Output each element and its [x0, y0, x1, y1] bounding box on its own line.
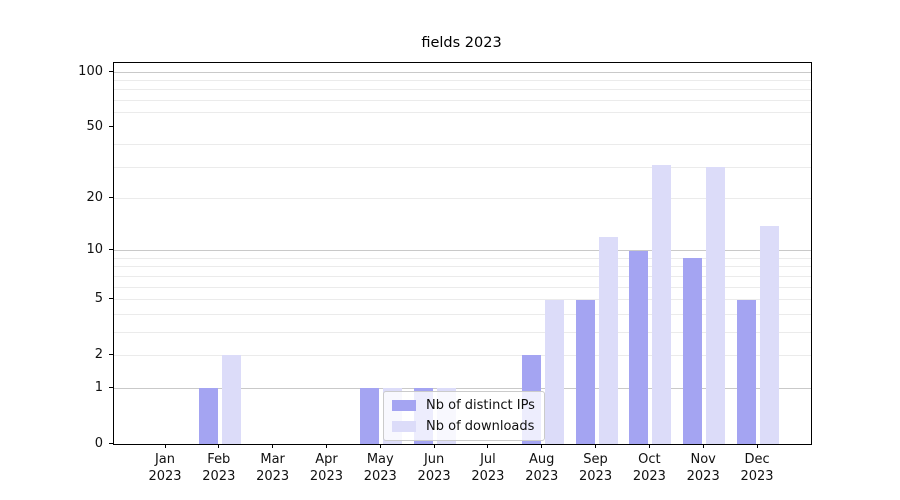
y-tick-label: 1	[94, 379, 103, 395]
minor-gridline	[114, 257, 811, 259]
y-tick-mark	[109, 353, 113, 355]
y-tick-label: 100	[78, 63, 103, 79]
y-tick-mark	[109, 386, 113, 388]
minor-gridline	[114, 112, 811, 114]
x-tick-mark	[702, 444, 704, 448]
y-tick-mark	[109, 249, 113, 251]
x-tick-label: Dec 2023	[740, 452, 774, 484]
bar-nov-distinct-ips	[683, 258, 703, 444]
x-tick-label: Jul 2023	[471, 452, 505, 484]
y-tick-mark	[109, 298, 113, 300]
minor-gridline	[114, 331, 811, 333]
x-tick-label: Feb 2023	[202, 452, 236, 484]
decade-gridline	[114, 250, 811, 252]
y-tick-mark	[109, 70, 113, 72]
x-tick-mark	[756, 444, 758, 448]
x-tick-mark	[433, 444, 435, 448]
x-tick-mark	[164, 444, 166, 448]
minor-gridline	[114, 286, 811, 288]
minor-gridline	[114, 166, 811, 168]
bar-sep-downloads	[598, 237, 618, 444]
minor-gridline	[114, 144, 811, 146]
decade-gridline	[114, 387, 811, 389]
bar-may-distinct-ips	[360, 388, 380, 444]
y-tick-label: 2	[94, 346, 103, 362]
legend-swatch	[392, 421, 416, 432]
minor-gridline	[114, 266, 811, 268]
x-tick-label: Sep 2023	[579, 452, 613, 484]
y-tick-label: 5	[94, 291, 103, 307]
minor-gridline	[114, 275, 811, 277]
x-tick-label: May 2023	[363, 452, 397, 484]
x-tick-mark	[325, 444, 327, 448]
minor-gridline	[114, 99, 811, 101]
legend-item: Nb of downloads	[392, 419, 535, 434]
y-tick-label: 50	[86, 118, 103, 134]
legend-label: Nb of distinct IPs	[426, 398, 535, 413]
chart-title: fields 2023	[421, 35, 502, 51]
y-tick-label: 0	[94, 435, 103, 451]
legend-swatch	[392, 400, 416, 411]
plot-area	[113, 62, 812, 445]
bar-sep-distinct-ips	[575, 299, 595, 444]
minor-gridline	[114, 198, 811, 200]
y-tick-mark	[109, 442, 113, 444]
x-tick-mark	[595, 444, 597, 448]
bar-feb-downloads	[221, 355, 241, 444]
bar-oct-distinct-ips	[629, 250, 649, 444]
x-tick-mark	[541, 444, 543, 448]
bar-feb-distinct-ips	[198, 388, 218, 444]
x-tick-mark	[218, 444, 220, 448]
bar-aug-downloads	[544, 299, 564, 444]
x-tick-mark	[648, 444, 650, 448]
x-tick-label: Mar 2023	[256, 452, 290, 484]
x-tick-label: Oct 2023	[632, 452, 666, 484]
decade-gridline	[114, 71, 811, 73]
x-tick-label: Jan 2023	[148, 452, 182, 484]
x-tick-label: Aug 2023	[525, 452, 559, 484]
minor-gridline	[114, 313, 811, 315]
legend-item: Nb of distinct IPs	[392, 398, 535, 413]
bar-oct-downloads	[652, 164, 672, 444]
minor-gridline	[114, 89, 811, 91]
x-tick-mark	[487, 444, 489, 448]
x-tick-mark	[379, 444, 381, 448]
minor-gridline	[114, 299, 811, 301]
y-tick-label: 10	[86, 242, 103, 258]
y-tick-label: 20	[86, 190, 103, 206]
x-tick-label: Nov 2023	[686, 452, 720, 484]
y-tick-mark	[109, 197, 113, 199]
minor-gridline	[114, 79, 811, 81]
x-tick-label: Jun 2023	[417, 452, 451, 484]
y-tick-mark	[109, 125, 113, 127]
bar-nov-downloads	[706, 167, 726, 444]
legend-label: Nb of downloads	[426, 419, 535, 434]
bar-dec-downloads	[760, 225, 780, 444]
bar-dec-distinct-ips	[737, 299, 757, 444]
minor-gridline	[114, 354, 811, 356]
x-tick-label: Apr 2023	[309, 452, 343, 484]
legend: Nb of distinct IPs Nb of downloads	[383, 391, 545, 441]
x-tick-mark	[272, 444, 274, 448]
